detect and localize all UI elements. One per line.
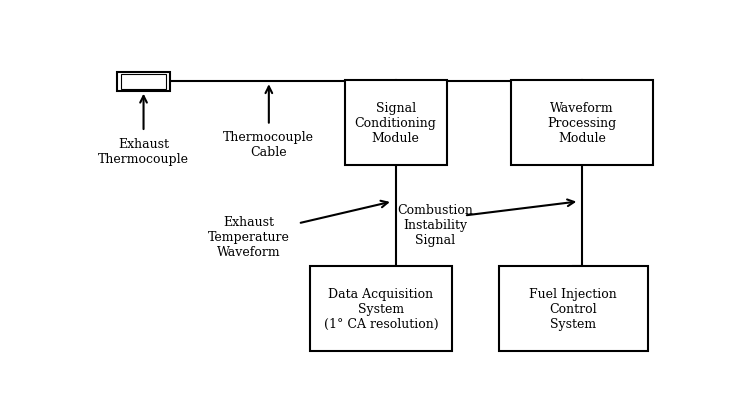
Text: Exhaust
Thermocouple: Exhaust Thermocouple [98,137,189,165]
Text: Fuel Injection
Control
System: Fuel Injection Control System [529,288,617,330]
Bar [499,266,647,351]
Text: Signal
Conditioning
Module: Signal Conditioning Module [355,102,437,144]
Text: Waveform
Processing
Module: Waveform Processing Module [547,102,617,144]
Bar [121,75,165,90]
Text: Combustion
Instability
Signal: Combustion Instability Signal [397,204,473,247]
Bar [117,73,170,92]
Text: Data Acquisition
System
(1° CA resolution): Data Acquisition System (1° CA resolutio… [323,288,438,330]
Bar [344,81,447,166]
Text: Exhaust
Temperature
Waveform: Exhaust Temperature Waveform [208,215,290,258]
Text: Thermocouple
Cable: Thermocouple Cable [223,131,314,159]
Bar [310,266,453,351]
Bar [511,81,653,166]
